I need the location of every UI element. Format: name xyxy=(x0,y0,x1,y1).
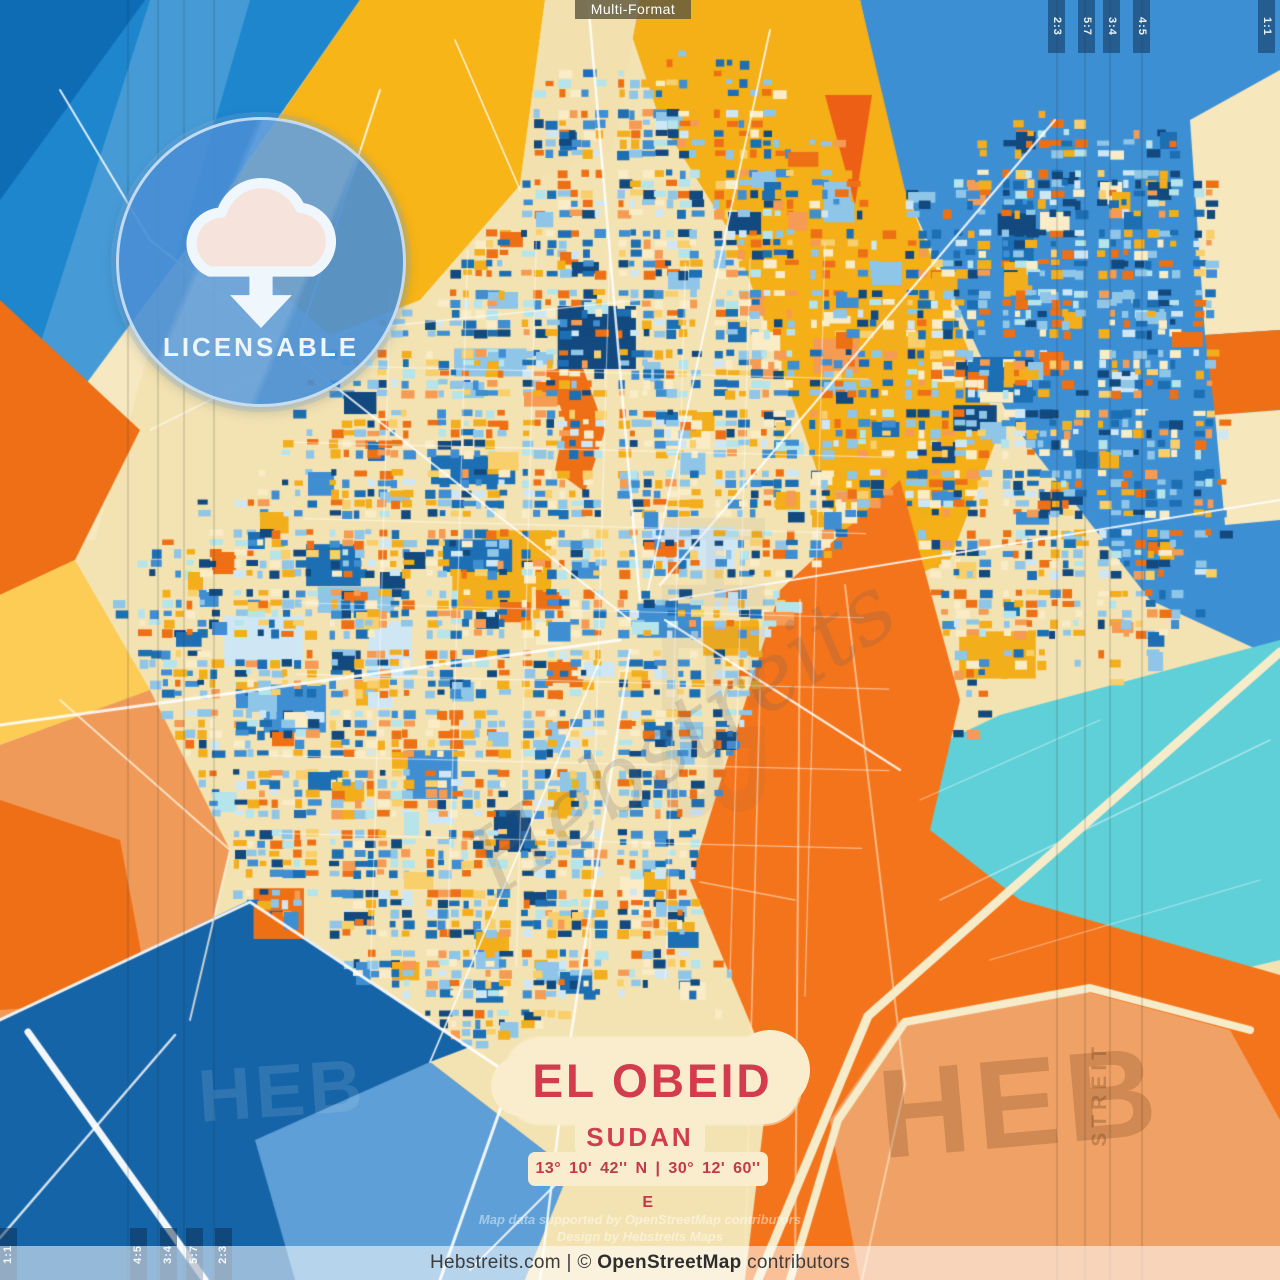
licensable-badge: LICENSABLE xyxy=(116,117,406,407)
attribution-line-1: Map data supported by OpenStreetMap cont… xyxy=(478,1212,802,1227)
footer-credits: Hebstreits.com | © OpenStreetMap contrib… xyxy=(0,1246,1280,1280)
city-title: EL OBEID xyxy=(532,1054,773,1107)
footer-osm: OpenStreetMap xyxy=(597,1252,742,1273)
attribution-line-2: Design by Hebstreits Maps xyxy=(556,1229,724,1244)
footer-separator: | © xyxy=(560,1252,598,1273)
country-background xyxy=(575,1118,705,1156)
country-label: SUDAN xyxy=(586,1122,694,1152)
coordinates-label: 13° 10' 42'' N | 30° 12' 60'' E xyxy=(535,1160,761,1211)
ratio-marker-5-7-top: 5:7 xyxy=(1078,0,1095,53)
title-background-blob xyxy=(491,1030,810,1124)
ratio-marker-2-3-top: 2:3 xyxy=(1048,0,1065,53)
footer-site: Hebstreits.com xyxy=(430,1252,561,1273)
download-arrow-icon xyxy=(230,270,292,328)
coordinates-background xyxy=(528,1152,768,1186)
cloud-icon xyxy=(186,177,336,277)
ratio-marker-3-4-top: 3:4 xyxy=(1103,0,1120,53)
ratio-marker-1-1-top: 1:1 xyxy=(1258,0,1275,53)
ratio-marker-4-5-top: 4:5 xyxy=(1133,0,1150,53)
footer-suffix: contributors xyxy=(741,1252,850,1273)
multi-format-label: Multi-Format xyxy=(575,0,691,19)
licensable-label: LICENSABLE xyxy=(162,332,360,362)
